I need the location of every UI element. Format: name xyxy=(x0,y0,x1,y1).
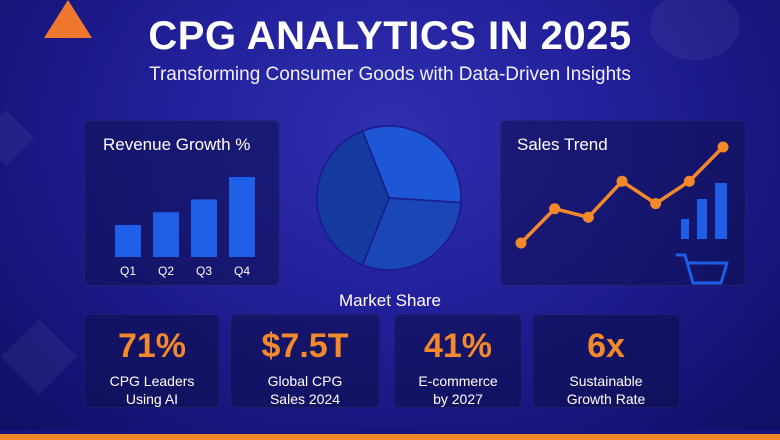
decorative-circle xyxy=(650,0,740,60)
sales-point xyxy=(582,211,594,223)
bottom-accent-bar xyxy=(0,434,780,440)
stat-card: 71% CPG Leaders Using AI xyxy=(84,314,220,408)
page-title: CPG ANALYTICS IN 2025 xyxy=(148,14,632,58)
stat-label: E-commerce by 2027 xyxy=(418,373,498,407)
revenue-bar xyxy=(153,212,179,257)
sales-point xyxy=(683,175,695,187)
page-subtitle: Transforming Consumer Goods with Data-Dr… xyxy=(149,64,631,85)
market-share-pie-chart xyxy=(316,125,462,271)
sales-point xyxy=(515,237,527,249)
stat-label: Global CPG Sales 2024 xyxy=(267,373,343,407)
revenue-tick-label: Q2 xyxy=(158,264,174,278)
shopping-cart-icon xyxy=(675,253,729,285)
decorative-diamond xyxy=(0,109,35,167)
market-share-label: Market Share xyxy=(338,291,442,310)
sales-point xyxy=(549,203,561,215)
bar-chart-icon xyxy=(715,183,727,239)
revenue-bar xyxy=(115,225,141,257)
revenue-bar-chart: Q1 Q2 Q3 Q4 xyxy=(115,177,255,278)
stat-value: 71% xyxy=(117,327,187,365)
revenue-bar xyxy=(229,177,255,257)
revenue-tick-label: Q4 xyxy=(234,264,250,278)
stat-value: 41% xyxy=(423,327,493,365)
stat-label: Sustainable Growth Rate xyxy=(566,373,646,407)
pie-slice xyxy=(361,197,462,271)
stat-card: 41% E-commerce by 2027 xyxy=(394,314,522,408)
bottom-divider xyxy=(0,430,780,434)
stat-card: $7.5T Global CPG Sales 2024 xyxy=(230,314,380,408)
stat-label: CPG Leaders Using AI xyxy=(109,373,195,407)
revenue-tick-label: Q1 xyxy=(120,264,136,278)
stat-value: $7.5T xyxy=(261,327,349,365)
revenue-chart-title: Revenue Growth % xyxy=(103,135,251,154)
sales-trend-chart xyxy=(515,141,729,285)
revenue-tick-label: Q3 xyxy=(196,264,212,278)
stat-card: 6x Sustainable Growth Rate xyxy=(532,314,680,408)
revenue-bar xyxy=(191,199,217,257)
sales-trend-panel: Sales Trend xyxy=(500,120,746,286)
sales-point xyxy=(650,198,662,210)
bar-chart-icon xyxy=(681,219,689,239)
pie-slice xyxy=(361,125,462,204)
sales-point xyxy=(616,175,628,187)
decorative-diamond xyxy=(0,318,78,396)
stat-value: 6x xyxy=(587,327,625,365)
sales-point xyxy=(717,141,729,153)
sales-chart-title: Sales Trend xyxy=(517,135,608,154)
pie-slice xyxy=(316,130,390,266)
bar-chart-icon xyxy=(697,199,707,239)
revenue-growth-panel: Q1 Q2 Q3 Q4 Revenue Growth % xyxy=(84,120,280,286)
sales-trend-line xyxy=(519,145,725,245)
triangle-logo-icon xyxy=(44,0,92,38)
